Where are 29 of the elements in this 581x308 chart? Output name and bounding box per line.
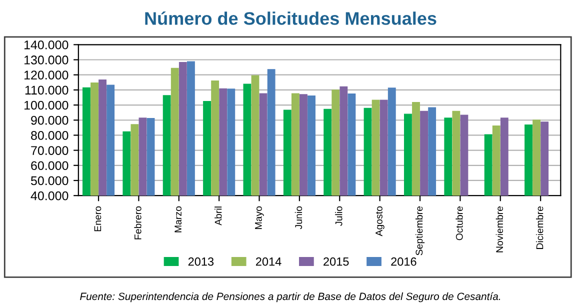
x-tick-label: Agosto	[376, 206, 384, 236]
legend-label: 2015	[324, 257, 349, 266]
x-tick-label: Marzo	[174, 206, 182, 232]
x-tick-label: Abril	[214, 206, 222, 226]
y-tick-label: 90.000	[31, 116, 68, 125]
x-tick-label: Mayo	[255, 206, 264, 229]
source-note: Fuente: Superintendencia de Pensiones a partir de Base de Datos del Seguro de Cesantía.	[80, 292, 500, 302]
y-tick-label: 50.000	[30, 176, 68, 186]
legend-label: 2013	[188, 257, 214, 266]
y-tick-label: 110.000	[25, 86, 68, 95]
x-tick-label: Febrero	[134, 206, 142, 240]
x-tick-label: Julio	[335, 206, 342, 226]
y-tick-label: 60.000	[31, 161, 68, 170]
x-tick-label: Enero	[94, 206, 102, 232]
y-tick-label: 130.000	[24, 56, 68, 64]
y-tick-label: 70.000	[31, 146, 68, 155]
y-tick-label: 120.000	[24, 70, 68, 80]
y-tick-label: 40.000	[30, 191, 68, 200]
legend-label: 2014	[256, 257, 282, 266]
x-tick-label: Septiembre	[415, 206, 425, 256]
x-tick-label: Diciembre	[536, 206, 544, 249]
y-tick-label: 140.000	[24, 40, 68, 50]
y-tick-label: 80.000	[31, 131, 68, 140]
x-tick-label: Junio	[294, 206, 302, 230]
x-tick-label: Octubre	[456, 206, 463, 240]
x-tick-label: Noviembre	[496, 206, 503, 252]
chart-title: Número de Solicitudes Mensuales	[145, 11, 436, 25]
legend-label: 2016	[391, 257, 416, 266]
y-tick-label: 100.000	[24, 100, 68, 110]
